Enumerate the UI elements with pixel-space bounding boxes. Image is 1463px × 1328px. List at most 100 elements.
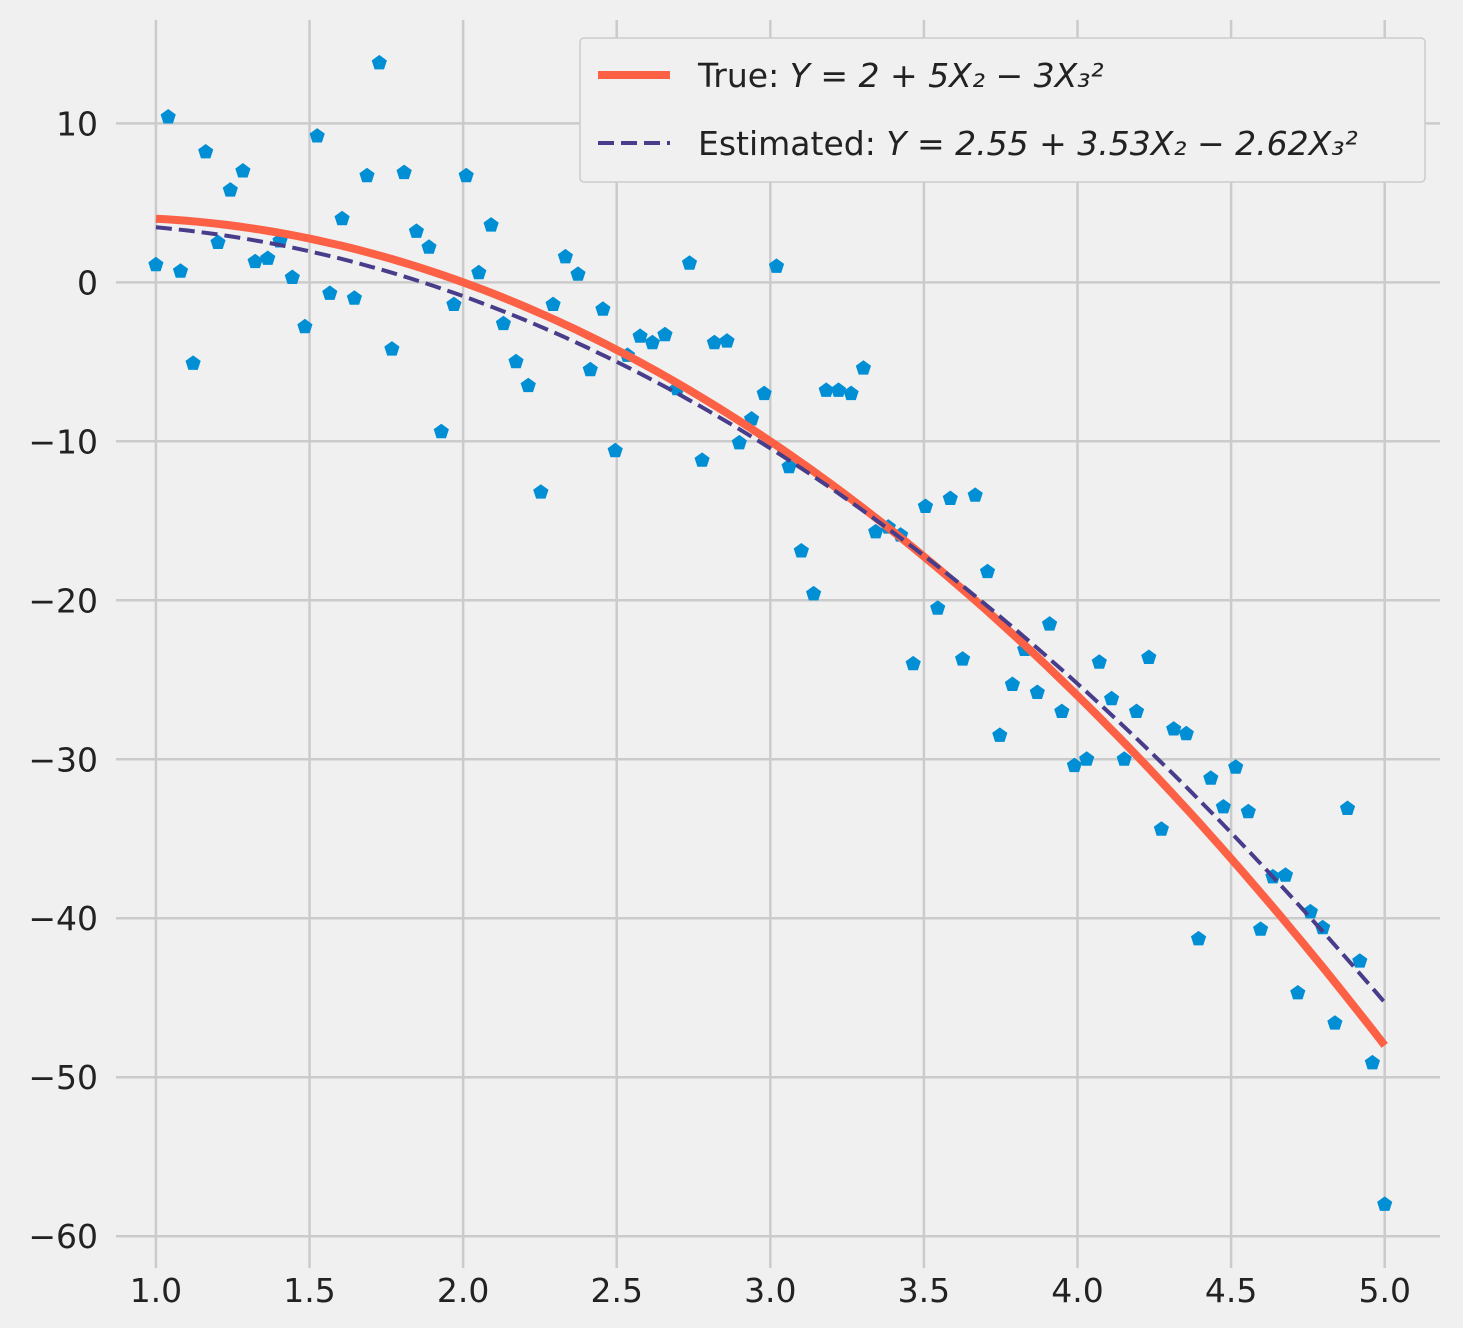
data-point [607,442,623,458]
y-tick-label: 0 [77,263,98,302]
data-point [868,523,884,539]
data-point [1240,803,1256,819]
x-tick-label: 3.0 [744,1271,796,1310]
data-point [309,128,325,143]
y-tick-label: 10 [56,104,98,143]
legend-true-label: True: Y = 2 + 5X₂ − 3X₃² [697,56,1104,95]
data-point [930,600,946,615]
data-point [1277,867,1294,882]
data-point [1066,757,1082,773]
data-point [1004,676,1020,691]
data-point [1364,1054,1380,1070]
data-point [458,167,474,183]
x-tick-label: 1.0 [130,1271,182,1310]
data-point [595,301,611,316]
data-point [359,167,375,183]
estimated-curve [155,225,1387,1004]
data-point [1153,821,1169,836]
data-point [545,296,561,311]
data-point [843,385,859,401]
y-tick-label: −40 [28,899,98,938]
data-point [1054,703,1070,718]
grid [116,20,1440,1268]
data-point [979,563,996,579]
tick-labels: 1.0 1.5 2.0 2.5 3.0 3.5 4.0 4.5 5.0 10 0 −10 −20 −30 −… [28,104,1411,1310]
data-point [1203,770,1219,785]
data-point [1178,725,1194,741]
curves [155,214,1388,1048]
data-point [830,382,847,397]
data-point [768,258,785,273]
legend-box [579,37,1426,183]
data-point [533,484,549,499]
data-point [1352,953,1368,968]
data-point [855,360,871,375]
data-point [346,290,362,305]
y-tick-label: −20 [28,581,98,620]
data-point [1253,921,1269,936]
data-point [222,182,238,197]
data-point [694,452,710,467]
data-point [582,361,598,377]
data-point [260,250,276,265]
data-point [1128,703,1145,718]
data-point [520,377,536,393]
data-point [371,54,387,70]
data-point [396,164,412,180]
data-point [384,341,400,356]
data-point [1327,1015,1343,1030]
data-point [905,655,921,671]
data-points [148,54,1393,1211]
data-point [657,326,673,342]
data-point [1228,759,1244,774]
data-point [334,210,350,226]
data-point [632,328,648,343]
data-point [1041,616,1058,631]
data-point [495,315,511,331]
data-point [1029,684,1045,699]
legend-estimated-label: Estimated: Y = 2.55 + 3.53X₂ − 2.62X₃² [698,124,1358,163]
data-point [185,355,201,370]
data-point [1116,751,1132,766]
x-tick-label: 1.5 [283,1271,335,1310]
data-point [421,239,437,254]
data-point [557,248,573,264]
y-tick-label: −30 [28,740,98,779]
data-point [408,223,424,238]
data-point [483,217,499,232]
data-point [1141,649,1157,664]
data-point [793,543,809,558]
data-point [471,264,487,280]
data-point [992,727,1008,742]
data-point [731,434,747,450]
data-point [681,255,698,270]
x-tick-label: 2.0 [437,1271,489,1310]
y-tick-label: −60 [28,1217,98,1256]
data-point [1377,1196,1393,1211]
data-point [1079,751,1095,766]
y-tick-label: −50 [28,1058,98,1097]
data-point [284,269,300,284]
data-point [781,458,797,474]
data-point [1290,985,1306,1000]
data-point [297,318,313,334]
data-point [148,256,164,272]
data-point [1315,919,1331,935]
x-tick-label: 4.0 [1051,1271,1103,1310]
data-point [1166,721,1182,736]
data-point [198,144,214,159]
x-tick-label: 3.5 [898,1271,950,1310]
x-tick-label: 5.0 [1358,1271,1410,1310]
data-point [172,263,189,278]
data-point [1339,800,1356,815]
data-point [1190,930,1207,946]
y-tick-label: −10 [28,422,98,461]
true-curve [155,214,1388,1048]
x-tick-label: 4.5 [1205,1271,1257,1310]
data-point [806,585,822,601]
data-point [706,334,722,350]
data-point [917,498,934,513]
data-point [942,490,958,505]
